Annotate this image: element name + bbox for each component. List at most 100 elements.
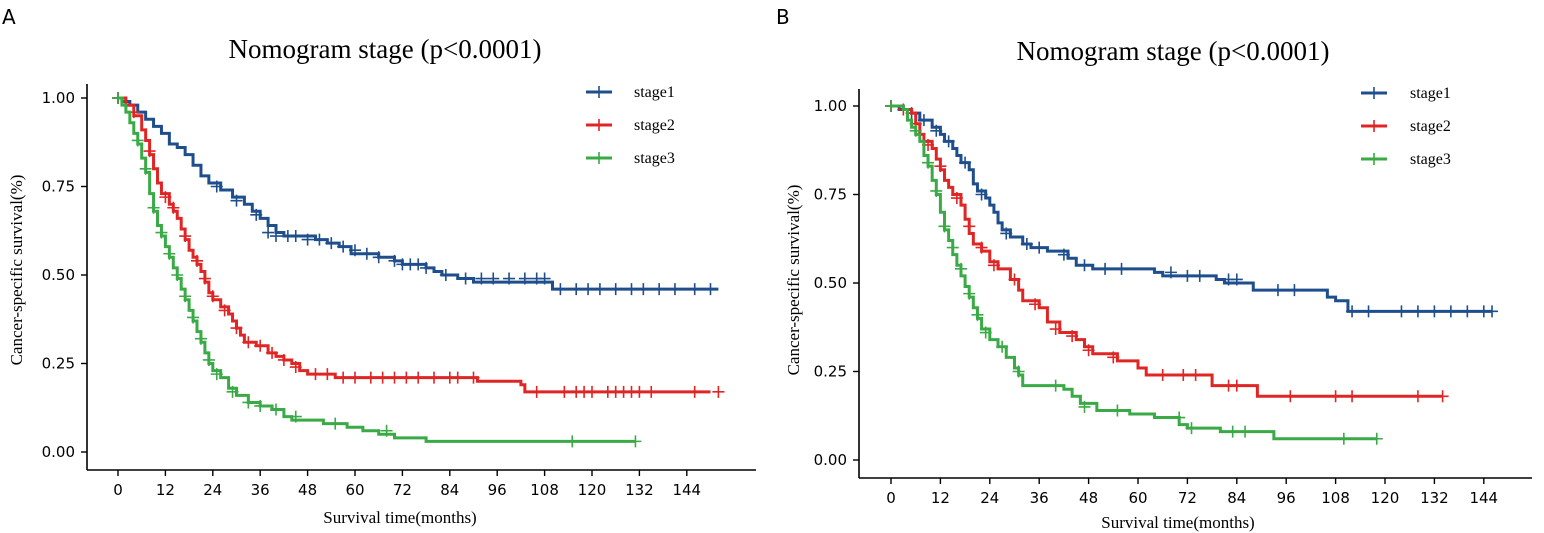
- censor-mark-stage2: [1066, 330, 1079, 343]
- censor-mark-stage2: [963, 220, 976, 233]
- censor-mark-stage1: [1428, 305, 1441, 318]
- censor-mark-stage1: [637, 283, 650, 296]
- censor-mark-stage2: [1156, 369, 1169, 382]
- censor-mark-stage2: [1411, 390, 1424, 403]
- censor-mark-stage2: [309, 368, 322, 381]
- censor-mark-stage3: [566, 435, 579, 448]
- censor-mark-stage3: [963, 287, 976, 300]
- censor-mark-stage1: [593, 283, 606, 296]
- survival-curve-stage2: [891, 104, 1443, 398]
- x-tick-label: 120: [1371, 489, 1400, 507]
- censor-mark-stage1: [1164, 266, 1177, 279]
- legend-censor-stage2: [593, 119, 605, 131]
- survival-curve-stage3: [118, 96, 636, 443]
- censor-mark-stage3: [979, 326, 992, 339]
- y-tick-label: 0.25: [42, 355, 75, 373]
- censor-mark-stage2: [321, 368, 334, 381]
- censor-mark-stage1: [487, 272, 500, 285]
- censor-mark-stage3: [885, 100, 897, 112]
- censor-mark-stage1: [1078, 259, 1091, 272]
- x-axis-title-b: Survival time(months): [1101, 513, 1254, 532]
- censor-mark-stage2: [218, 304, 231, 317]
- censor-mark-stage1: [337, 240, 350, 253]
- x-tick-label: 108: [530, 481, 559, 499]
- censor-mark-stage1: [1115, 262, 1128, 275]
- survival-curve-stage2: [118, 96, 711, 394]
- censor-mark-stage2: [412, 371, 425, 384]
- legend-censor-stage1: [593, 86, 605, 98]
- censor-mark-stage1: [975, 188, 988, 201]
- censor-mark-stage1: [262, 226, 275, 239]
- censor-mark-stage3: [938, 220, 951, 233]
- y-tick-label: 0.00: [42, 443, 75, 461]
- legend-b: stage1 stage2 stage3: [1361, 85, 1451, 168]
- survival-curves-a: [112, 92, 725, 448]
- censor-mark-stage2: [289, 361, 302, 374]
- censor-mark-stage2: [451, 371, 464, 384]
- censor-mark-stage1: [459, 272, 472, 285]
- survival-curve-stage1: [891, 104, 1493, 313]
- censor-mark-stage1: [250, 208, 263, 221]
- censor-mark-stage2: [277, 353, 290, 366]
- panel-label-a: A: [2, 5, 16, 29]
- censor-mark-stage1: [230, 194, 243, 207]
- censor-mark-stage3: [1012, 365, 1025, 378]
- censor-mark-stage2: [400, 371, 413, 384]
- censor-mark-stage1: [518, 272, 531, 285]
- censor-mark-stage1: [439, 269, 452, 281]
- censor-mark-stage3: [946, 241, 959, 254]
- censor-mark-stage3: [147, 201, 160, 214]
- censor-mark-stage1: [289, 230, 302, 243]
- censor-mark-stage2: [179, 230, 192, 243]
- legend-censor-stage3: [1368, 153, 1380, 165]
- censor-mark-stage1: [625, 283, 638, 296]
- censor-mark-stage1: [372, 251, 385, 264]
- x-tick-label: 60: [1128, 489, 1147, 507]
- x-tick-label: 120: [578, 481, 607, 499]
- y-ticks-b: 0.00 0.25 0.50 0.75 1.00: [814, 97, 859, 469]
- y-axis-title-b: Cancer-specific survival(%): [784, 185, 803, 376]
- censor-mark-stage3: [171, 269, 184, 281]
- censor-mark-stage2: [1008, 273, 1021, 286]
- censor-mark-stage2: [1230, 379, 1243, 392]
- censor-mark-stage1: [609, 283, 622, 296]
- censor-mark-stage1: [349, 244, 361, 257]
- censor-mark-stage1: [917, 114, 930, 127]
- censor-mark-stage3: [1226, 425, 1239, 438]
- censor-mark-stage1: [210, 180, 223, 193]
- censor-mark-stage1: [1181, 269, 1194, 282]
- censor-mark-stage3: [155, 226, 168, 239]
- censor-mark-stage1: [668, 283, 681, 296]
- censor-mark-stage1: [688, 283, 701, 296]
- legend-censor-stage1: [1368, 87, 1380, 99]
- censor-mark-stage1: [1033, 241, 1046, 254]
- censor-mark-stage2: [167, 201, 180, 214]
- censor-mark-stage1: [942, 135, 955, 148]
- legend-label-stage1: stage1: [634, 84, 675, 101]
- censor-mark-stage3: [1370, 432, 1383, 445]
- legend-censor-stage2: [1368, 120, 1380, 132]
- censor-mark-stage1: [1057, 248, 1070, 261]
- censor-mark-stage1: [653, 283, 666, 296]
- censor-mark-stage3: [210, 368, 223, 381]
- censor-mark-stage2: [242, 336, 255, 349]
- censor-mark-stage3: [930, 184, 943, 197]
- censor-mark-stage1: [1288, 284, 1301, 297]
- censor-mark-stage3: [996, 340, 1009, 353]
- censor-mark-stage2: [1329, 390, 1342, 403]
- censor-mark-stage3: [922, 156, 935, 169]
- x-ticks-b: 0 12 24 36 48 60 72 84 96 108 120 132 144: [886, 478, 1498, 507]
- censor-mark-stage1: [503, 272, 516, 285]
- censor-mark-stage2: [254, 339, 267, 352]
- censor-mark-stage1: [388, 254, 401, 267]
- x-tick-label: 60: [345, 481, 364, 499]
- x-axis-title-a: Survival time(months): [323, 508, 476, 527]
- censor-mark-stage2: [266, 346, 279, 359]
- censor-mark-stage2: [1436, 390, 1449, 403]
- x-tick-label: 24: [980, 489, 999, 507]
- censor-mark-stage1: [538, 272, 551, 285]
- censor-mark-stage2: [975, 241, 988, 254]
- censor-mark-stage2: [712, 385, 725, 398]
- censor-mark-stage3: [289, 410, 302, 423]
